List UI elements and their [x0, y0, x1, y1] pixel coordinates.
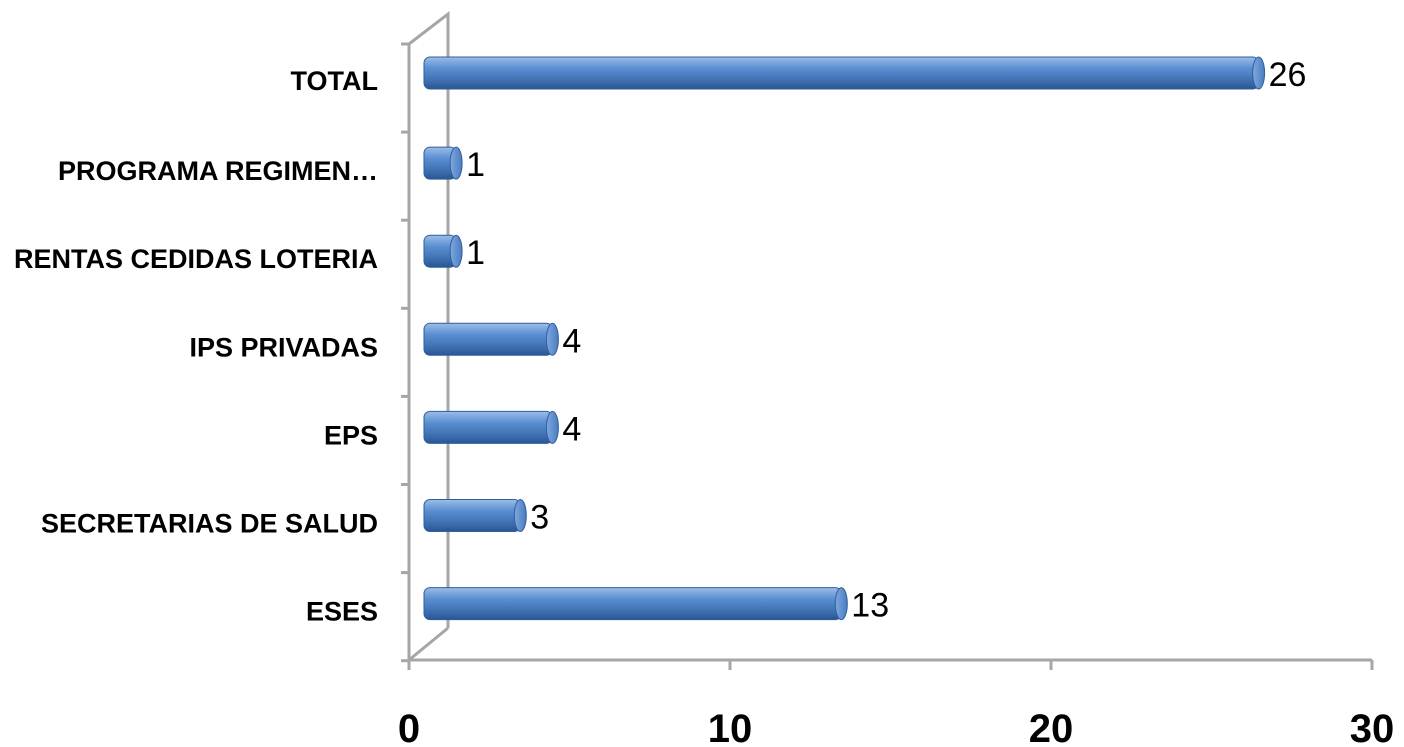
category-label: SECRETARIAS DE SALUD	[41, 509, 378, 539]
category-label: RENTAS CEDIDAS LOTERIA	[14, 244, 378, 274]
data-label: 4	[562, 410, 581, 448]
bar-end-cap	[834, 587, 848, 621]
bar-end-cap	[545, 410, 559, 444]
x-axis-ticks: 0 10 20 30	[398, 660, 1394, 747]
x-tick-label: 10	[708, 707, 753, 747]
bar-end-cap	[513, 499, 527, 532]
data-label: 1	[466, 146, 485, 184]
x-tick-label: 30	[1350, 707, 1395, 747]
bar-end-cap	[545, 322, 559, 356]
bar	[423, 410, 553, 444]
back-wall-axis	[408, 10, 450, 628]
bars-group	[423, 56, 1266, 621]
category-labels: TOTAL PROGRAMA REGIMEN… RENTAS CEDIDAS LOT…	[14, 66, 378, 627]
data-label: 13	[851, 587, 889, 625]
x-tick-label: 20	[1029, 707, 1074, 747]
data-label: 1	[466, 234, 485, 272]
bar-end-cap	[1252, 56, 1266, 90]
category-label: EPS	[324, 420, 378, 450]
category-label: IPS PRIVADAS	[189, 332, 378, 362]
category-label: PROGRAMA REGIMEN…	[58, 156, 378, 186]
bar	[423, 56, 1260, 90]
bar-end-cap	[449, 146, 463, 180]
floor-edge-line	[408, 626, 449, 662]
category-label: ESES	[306, 597, 378, 627]
data-labels: 26 1 1 4 4 3 13	[466, 56, 1306, 625]
data-label: 4	[562, 322, 581, 360]
data-label: 3	[530, 499, 549, 537]
category-label: TOTAL	[291, 66, 379, 96]
bar	[423, 499, 521, 532]
bar	[423, 322, 553, 356]
x-tick-label: 0	[398, 707, 420, 747]
bar-end-cap	[449, 234, 463, 268]
bar	[423, 587, 842, 621]
data-label: 26	[1269, 56, 1307, 94]
